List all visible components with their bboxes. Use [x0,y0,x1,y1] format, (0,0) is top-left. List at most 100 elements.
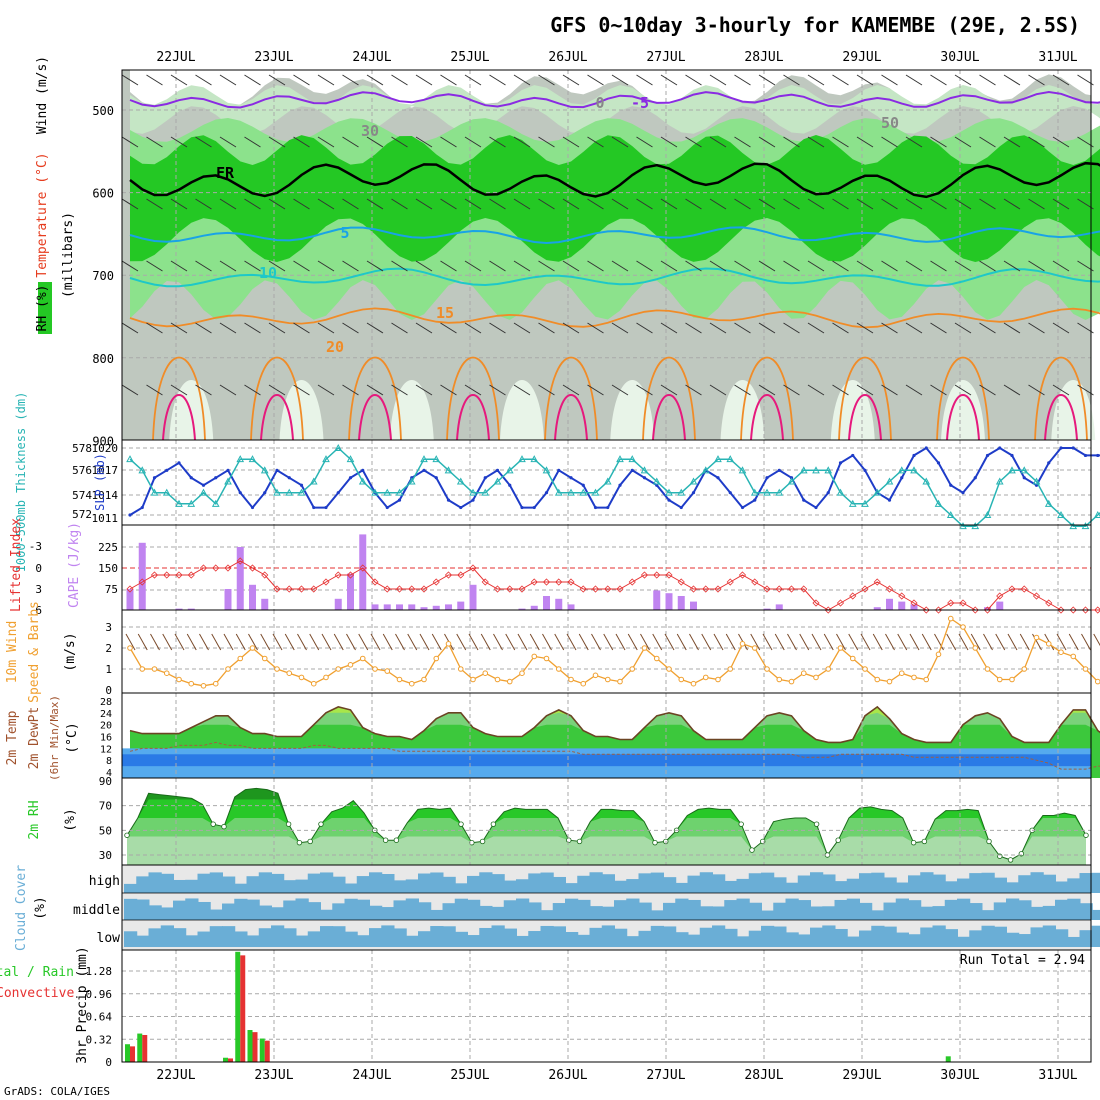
contour-label: 10 [259,264,277,282]
y-tick-wind: 1 [105,663,112,676]
label-temp-unit: (°C) [65,722,80,753]
cloud-bar [1018,900,1032,920]
precip-convective-bar [142,1034,148,1062]
wind-barb [930,260,947,272]
lifted-index-point [150,571,159,579]
thickness-point [273,488,281,496]
wind-barb-10m [395,633,405,651]
wind-barb-10m [774,633,785,651]
cloud-bar [528,873,542,893]
contour-label: 20 [326,338,344,356]
cloud-bar [344,883,358,893]
cloud-bar [320,872,334,893]
wind-speed-line [129,617,1100,687]
y-tick-precip: 0 [105,1056,112,1069]
slp-point [618,483,622,487]
cloud-bar [920,927,934,947]
wind-barb [489,384,506,396]
cloud-bar [124,898,138,920]
wind-barb [244,384,261,396]
cloud-bar [993,926,1007,947]
slp-point [814,505,818,510]
slp-point [924,446,928,450]
thickness-point [971,522,980,530]
wind-barb [930,198,947,210]
wind-barb-10m [603,633,614,651]
rh2m-point [1007,857,1014,863]
cloud-bar [565,932,579,947]
wind-speed-point [470,676,476,683]
cloud-bar [699,906,713,920]
cloud-bar [454,883,468,893]
slp-point [912,453,916,458]
lifted-index-point [665,571,673,579]
wind-barb [195,136,212,148]
wind-barb [366,74,384,86]
cloud-bar [173,900,187,920]
wind-barb-10m [958,633,969,651]
label-slp: SLP (mb) [93,453,107,511]
cloud-bar [479,905,493,920]
date-label-bottom: 23JUL [254,1068,293,1083]
wind-barb [734,260,751,272]
lifted-index-point [1069,606,1077,614]
y-tick-thickness: 578 [72,442,92,455]
rh2m-point [1083,832,1089,838]
wind-barb [391,322,408,334]
temp-contour-5 [129,226,1100,245]
slp-point [201,483,206,487]
slp-point [777,468,781,472]
slp-point [140,505,144,510]
wind-barb-10m [946,633,957,651]
rh2m-point [986,838,992,845]
wind-barb [513,260,531,272]
wind-barb [440,260,457,272]
wind-barb [293,322,310,334]
temp-contour-25 [358,394,392,441]
thickness-point [873,488,882,496]
wind-barb [758,198,776,210]
wind-barb [783,74,800,86]
label-rh: RH (%) [35,285,50,332]
wind-barb [856,136,874,148]
lifted-index-point [616,585,624,593]
thickness-point [689,477,698,485]
contour-label: 30 [361,122,379,140]
wind-barb-10m [1093,633,1100,647]
cloud-bar [712,874,726,893]
wind-barb [1052,136,1070,148]
cloud-bar [332,903,346,920]
cloud-bar [1091,925,1100,947]
cloud-bar [1030,872,1044,893]
y-tick-precip: 1.28 [86,965,113,978]
thickness-point [248,455,257,463]
label-wind: Wind (m/s) [35,56,50,134]
wind-barb [1003,136,1021,148]
wind-speed-point [739,641,746,647]
rh2m-point [738,821,744,827]
contour-label: 0 [595,94,604,112]
wind-barb [440,322,457,334]
wind-speed-point [286,670,293,677]
wind-speed-point [555,666,562,672]
slp-point [557,468,561,472]
wind-barb-10m [211,633,222,651]
thickness-point [1020,466,1029,474]
cloud-bar [675,898,689,920]
slp-point [152,476,157,480]
cape-bar [224,589,232,610]
cloud-bar [1091,909,1100,920]
lifted-index-point [824,606,832,614]
wind-barb [611,136,629,148]
temp-contour-25 [848,394,882,441]
wind-speed-point [886,678,893,685]
wind-barb-10m [174,633,185,651]
wind-barb [1052,384,1070,396]
cloud-bar [148,872,162,893]
rh2m-point [296,839,303,846]
wind-speed-point [653,655,660,662]
cloud-bar [295,935,309,947]
wind-speed-point [935,651,942,658]
dewpt-2m-line [129,741,1100,770]
wind-barb [121,198,139,210]
